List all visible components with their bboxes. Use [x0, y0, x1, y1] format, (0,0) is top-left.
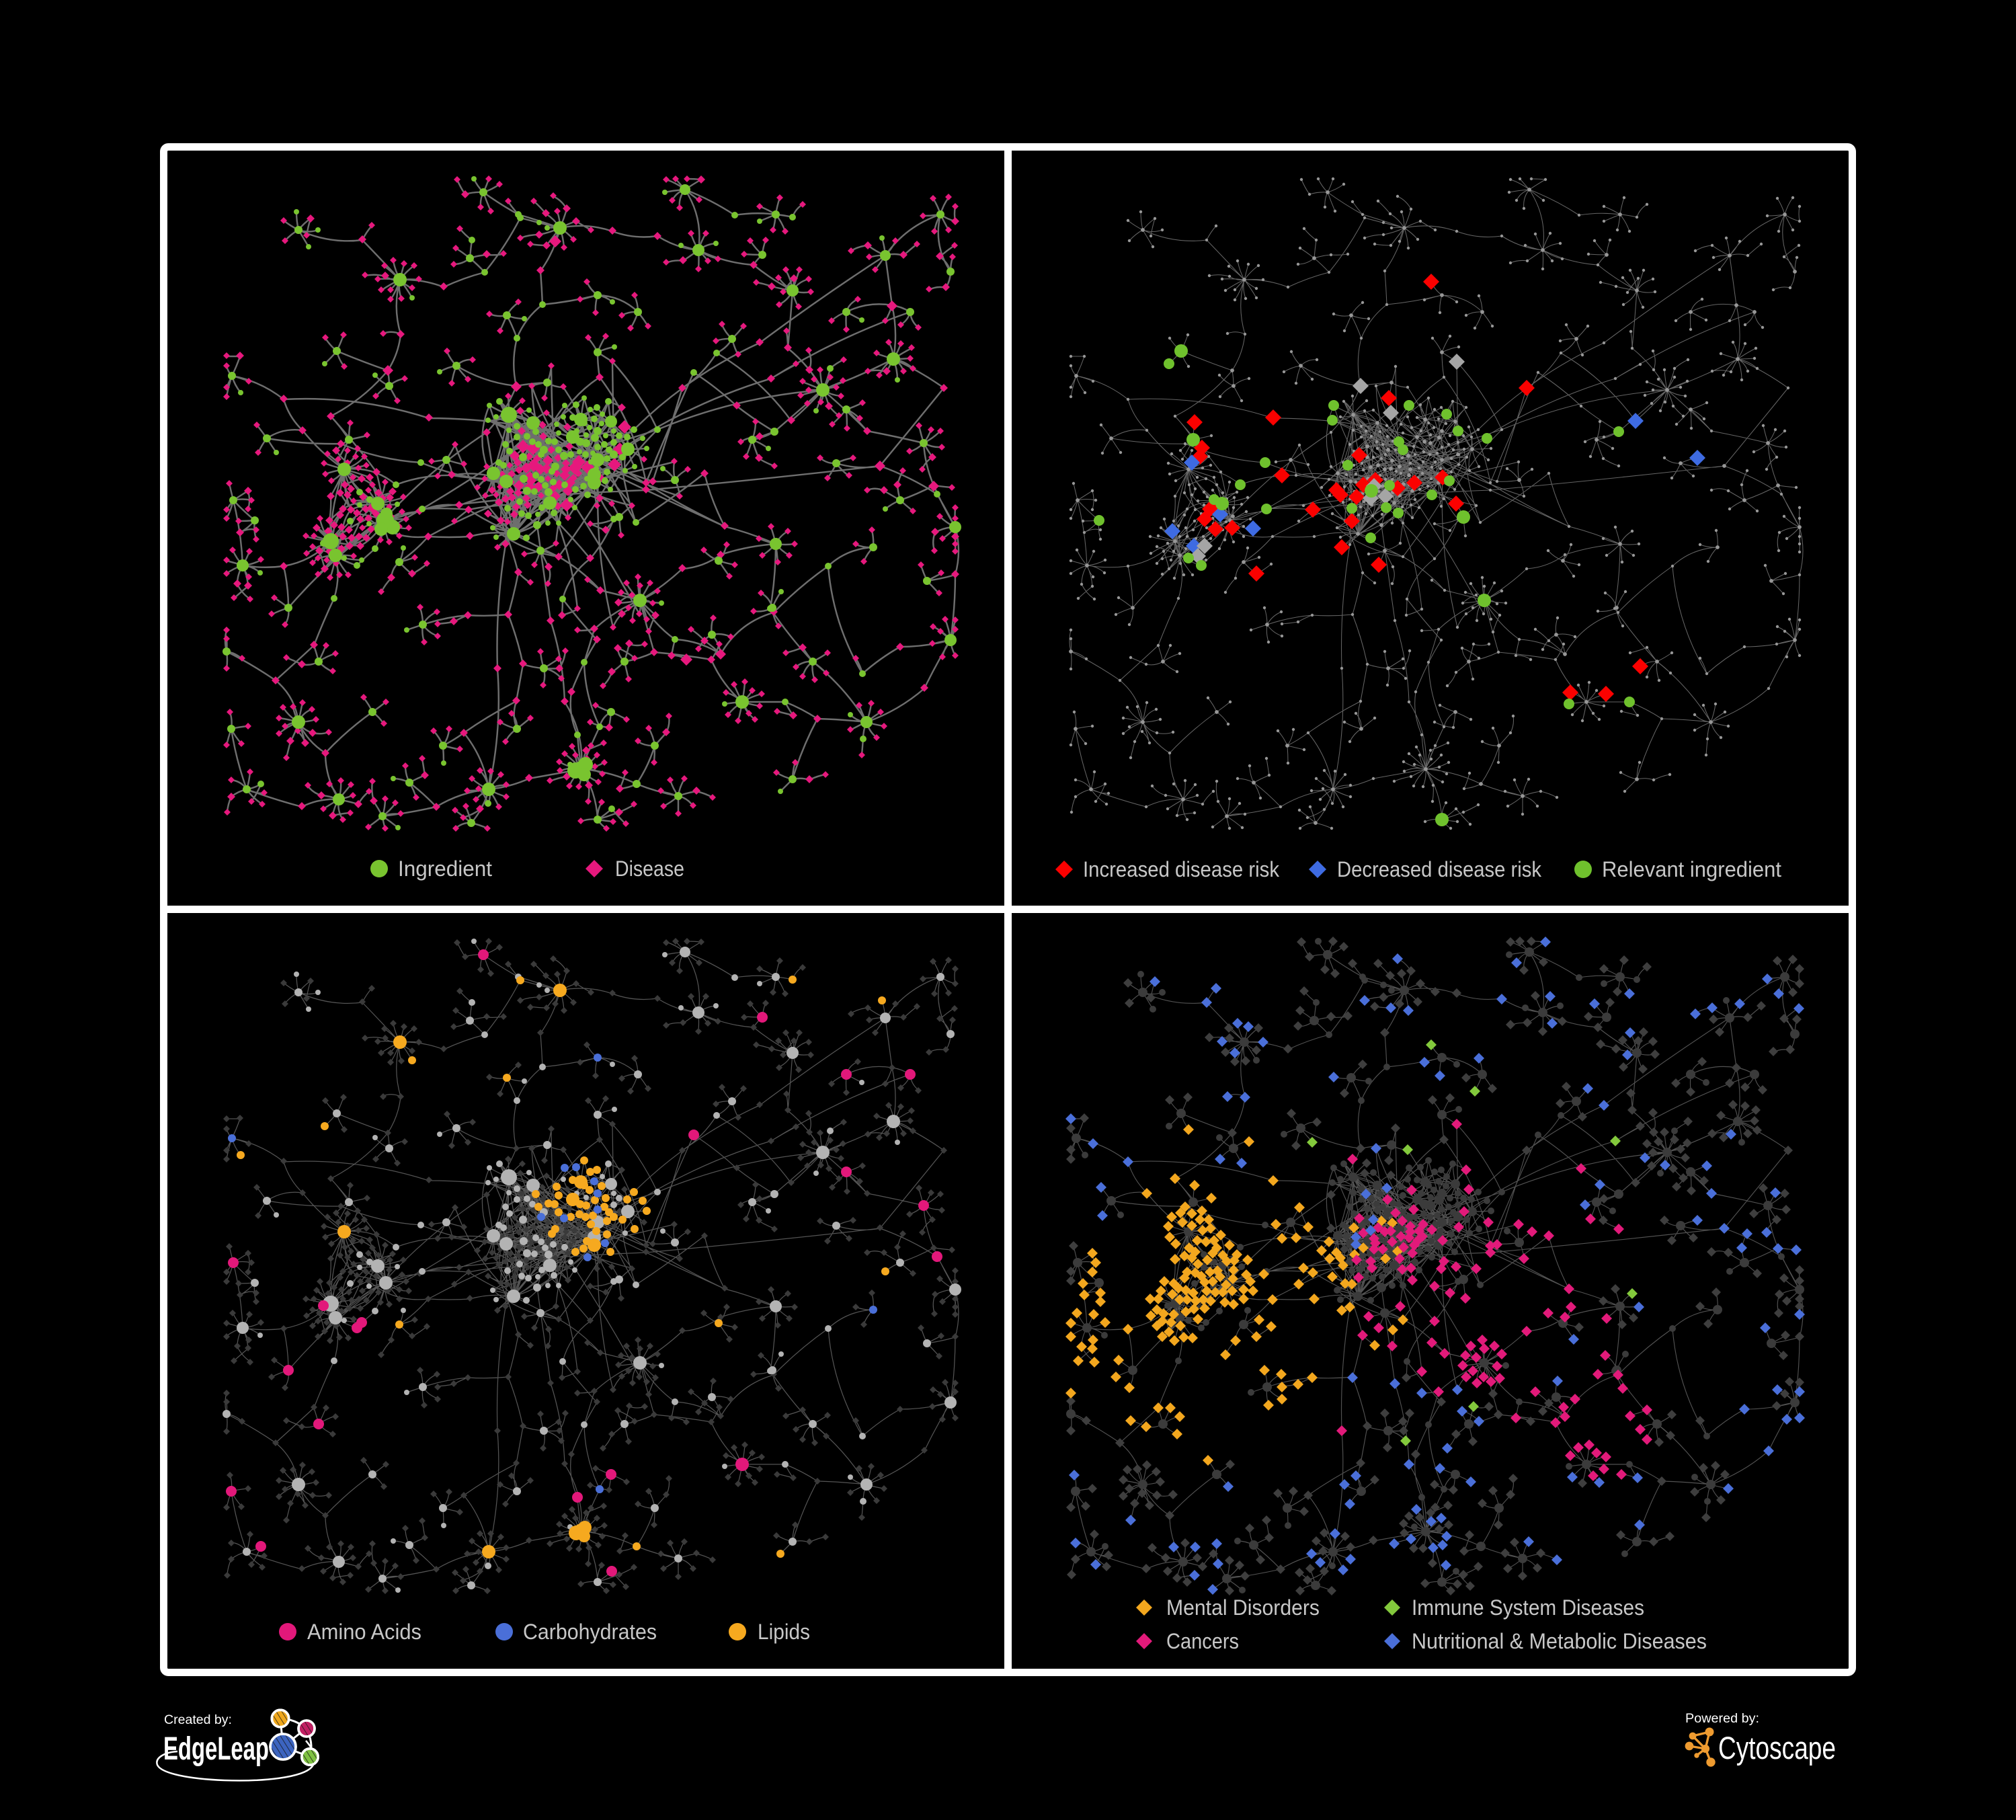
svg-text:Relevant ingredient: Relevant ingredient	[1602, 857, 1781, 881]
svg-text:Powered by:: Powered by:	[1685, 1712, 1759, 1726]
svg-text:Cancers: Cancers	[1166, 1629, 1239, 1653]
svg-text:Ingredient: Ingredient	[398, 857, 492, 881]
svg-text:Amino Acids: Amino Acids	[307, 1620, 421, 1644]
svg-text:Created by:: Created by:	[164, 1713, 232, 1727]
svg-text:Nutritional & Metabolic Diseas: Nutritional & Metabolic Diseases	[1412, 1629, 1707, 1653]
svg-text:Increased disease risk: Increased disease risk	[1083, 857, 1280, 881]
svg-text:Carbohydrates: Carbohydrates	[523, 1620, 657, 1644]
svg-text:Lipids: Lipids	[758, 1620, 810, 1644]
svg-text:EdgeLeap: EdgeLeap	[163, 1731, 269, 1767]
svg-text:Cytoscape: Cytoscape	[1718, 1730, 1836, 1766]
svg-text:Disease: Disease	[615, 857, 684, 881]
svg-text:Mental Disorders: Mental Disorders	[1166, 1595, 1320, 1620]
svg-text:Decreased disease risk: Decreased disease risk	[1337, 857, 1542, 881]
svg-text:Immune System Diseases: Immune System Diseases	[1412, 1595, 1644, 1620]
